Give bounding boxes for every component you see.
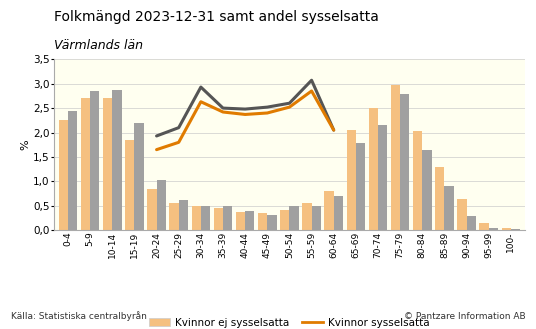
Kvinnor sysselsatta [153,148,160,152]
Bar [267,215,277,230]
Bar [191,206,201,230]
Bar [502,228,511,230]
Bar [258,213,267,230]
Bar [413,131,422,230]
Kvinnor sysselsatta [242,113,248,116]
Män sysselsatta [242,107,248,111]
Text: Källa: Statistiska centralbyrån: Källa: Statistiska centralbyrån [11,311,146,321]
Line: Män sysselsatta: Män sysselsatta [157,80,334,136]
Män sysselsatta [286,101,293,105]
Kvinnor sysselsatta [331,128,337,132]
Bar [369,108,378,230]
Text: Värmlands län: Värmlands län [54,39,143,53]
Bar [347,130,356,230]
Bar [90,91,100,230]
Bar [245,211,255,230]
Bar [169,203,178,230]
Bar [435,167,444,230]
Bar [201,206,210,230]
Bar [467,215,476,230]
Legend: Kvinnor ej sysselsatta, Män ej sysselsatta, Kvinnor sysselsatta, Män sysselsatta: Kvinnor ej sysselsatta, Män ej sysselsat… [149,317,430,329]
Bar [378,125,388,230]
Bar [511,229,520,230]
Bar [223,206,232,230]
Bar [178,199,188,230]
Bar [356,143,365,230]
Bar [391,85,400,230]
Bar [302,203,311,230]
Bar [334,196,343,230]
Text: © Pantzare Information AB: © Pantzare Information AB [404,312,525,321]
Bar [236,212,245,230]
Bar [103,98,112,230]
Bar [311,206,321,230]
Bar [68,111,77,230]
Bar [135,123,144,230]
Kvinnor sysselsatta [264,111,271,115]
Kvinnor sysselsatta [308,89,315,93]
Män sysselsatta [198,85,204,89]
Bar [457,198,467,230]
Bar [479,223,489,230]
Y-axis label: %: % [20,139,30,150]
Bar [444,186,454,230]
Kvinnor sysselsatta [175,140,182,144]
Bar [214,208,223,230]
Bar [400,94,410,230]
Bar [324,191,334,230]
Bar [489,228,498,230]
Bar [112,89,122,230]
Kvinnor sysselsatta [220,110,226,114]
Line: Kvinnor sysselsatta: Kvinnor sysselsatta [157,91,334,150]
Bar [289,206,299,230]
Män sysselsatta [331,128,337,132]
Bar [157,180,166,230]
Bar [59,120,68,230]
Män sysselsatta [153,134,160,138]
Text: Folkmängd 2023-12-31 samt andel sysselsatta: Folkmängd 2023-12-31 samt andel sysselsa… [54,10,378,24]
Bar [125,140,135,230]
Bar [422,150,431,230]
Män sysselsatta [308,78,315,82]
Bar [81,98,90,230]
Bar [280,210,289,230]
Kvinnor sysselsatta [286,105,293,109]
Män sysselsatta [220,106,226,110]
Bar [147,189,157,230]
Män sysselsatta [175,126,182,130]
Män sysselsatta [264,105,271,109]
Kvinnor sysselsatta [198,100,204,104]
